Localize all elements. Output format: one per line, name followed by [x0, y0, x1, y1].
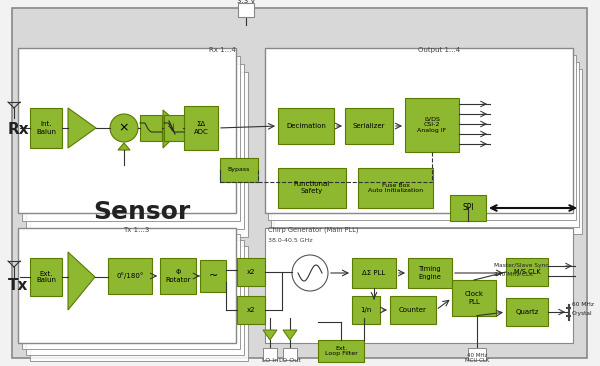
- Bar: [140, 115, 162, 141]
- Bar: [30, 108, 62, 148]
- Text: Crystal: Crystal: [572, 310, 593, 315]
- Bar: [358, 168, 433, 208]
- Bar: [278, 168, 346, 208]
- Bar: [220, 158, 258, 182]
- Text: LVDS
CSI-2
Analog IF: LVDS CSI-2 Analog IF: [418, 117, 446, 133]
- Text: Tx: Tx: [8, 277, 28, 292]
- Text: Ext.
Loop Filter: Ext. Loop Filter: [325, 346, 358, 356]
- Text: LO Out: LO Out: [279, 358, 301, 362]
- Bar: [263, 348, 277, 360]
- Bar: [390, 296, 436, 324]
- Bar: [352, 258, 396, 288]
- Bar: [30, 258, 62, 296]
- Bar: [405, 98, 459, 152]
- Bar: [160, 258, 196, 294]
- Text: Rx: Rx: [8, 123, 29, 138]
- Bar: [274, 69, 582, 234]
- Polygon shape: [283, 330, 297, 340]
- Bar: [26, 64, 244, 229]
- Text: Φ
Rotator: Φ Rotator: [165, 269, 191, 283]
- Text: 38.0-40.5 GHz: 38.0-40.5 GHz: [268, 238, 313, 243]
- Text: 240 MHz CLK: 240 MHz CLK: [494, 272, 533, 276]
- Bar: [18, 48, 236, 213]
- Bar: [238, 3, 254, 17]
- Bar: [30, 72, 248, 237]
- Text: Output 1...4: Output 1...4: [418, 47, 460, 53]
- Bar: [318, 340, 364, 362]
- Bar: [30, 246, 248, 361]
- Polygon shape: [68, 108, 96, 148]
- Bar: [265, 48, 573, 213]
- Bar: [452, 280, 496, 316]
- Text: 40 MHz
MCU CLK: 40 MHz MCU CLK: [465, 352, 489, 363]
- Text: Clock
PLL: Clock PLL: [464, 291, 484, 305]
- Text: Quartz: Quartz: [515, 309, 539, 315]
- Bar: [18, 228, 236, 343]
- Bar: [352, 296, 380, 324]
- Text: 1/n: 1/n: [361, 307, 371, 313]
- Text: ~: ~: [208, 271, 218, 281]
- Text: Ext.
Balun: Ext. Balun: [36, 270, 56, 284]
- Bar: [271, 62, 579, 227]
- Bar: [278, 108, 334, 144]
- Bar: [408, 258, 452, 288]
- Text: Timing
Engine: Timing Engine: [419, 266, 442, 280]
- Polygon shape: [68, 252, 95, 310]
- Bar: [22, 56, 240, 221]
- Text: Master/Slave Sync.: Master/Slave Sync.: [494, 262, 550, 268]
- Bar: [237, 258, 265, 286]
- Bar: [268, 55, 576, 220]
- Text: Counter: Counter: [399, 307, 427, 313]
- Bar: [450, 195, 486, 221]
- Text: Decimation: Decimation: [286, 123, 326, 129]
- Text: Sensor: Sensor: [94, 200, 191, 224]
- Text: ΣΔ
ADC: ΣΔ ADC: [194, 122, 208, 134]
- Text: x2: x2: [247, 269, 255, 275]
- Text: ΔΣ PLL: ΔΣ PLL: [362, 270, 386, 276]
- Text: ×: ×: [119, 122, 129, 134]
- Polygon shape: [163, 110, 183, 148]
- Text: Tx 1...3: Tx 1...3: [123, 227, 149, 233]
- Text: SPI: SPI: [462, 203, 474, 213]
- Circle shape: [292, 255, 328, 291]
- Text: 0°/180°: 0°/180°: [116, 273, 143, 279]
- Bar: [283, 348, 297, 360]
- Bar: [164, 115, 184, 141]
- Text: M/S CLK: M/S CLK: [514, 269, 541, 275]
- Bar: [108, 258, 152, 294]
- Text: x2: x2: [247, 307, 255, 313]
- Text: Fuse Box
Auto Initialization: Fuse Box Auto Initialization: [368, 183, 423, 193]
- Text: Int.
Balun: Int. Balun: [36, 122, 56, 134]
- Text: 60 MHz: 60 MHz: [572, 303, 594, 307]
- Bar: [22, 234, 240, 349]
- Circle shape: [110, 114, 138, 142]
- Bar: [506, 258, 548, 286]
- Bar: [506, 298, 548, 326]
- Text: Rx 1...4: Rx 1...4: [209, 47, 236, 53]
- Bar: [237, 296, 265, 324]
- Bar: [184, 106, 218, 150]
- Text: Functional
Safety: Functional Safety: [294, 182, 330, 194]
- Bar: [345, 108, 393, 144]
- Text: LO In: LO In: [262, 358, 278, 362]
- Bar: [468, 348, 486, 360]
- Bar: [200, 260, 226, 292]
- Bar: [26, 240, 244, 355]
- Text: Bypass: Bypass: [228, 168, 250, 172]
- Polygon shape: [118, 143, 130, 150]
- Text: Serializer: Serializer: [353, 123, 385, 129]
- Bar: [265, 228, 573, 343]
- Text: 3.3 V: 3.3 V: [237, 0, 255, 4]
- Polygon shape: [263, 330, 277, 340]
- Text: Chirp Generator (Main PLL): Chirp Generator (Main PLL): [268, 227, 359, 233]
